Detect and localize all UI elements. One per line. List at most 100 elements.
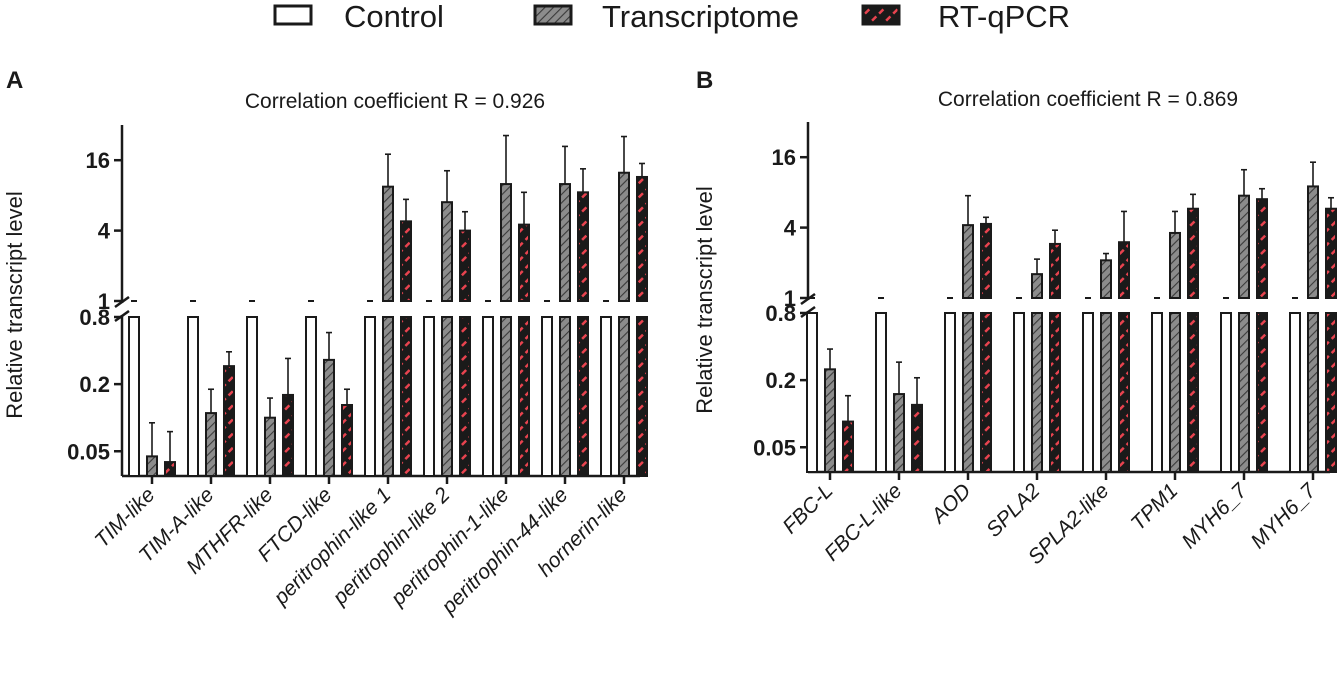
panel-a-bar-transcriptome <box>441 201 453 302</box>
panel-a-bar-control <box>364 316 376 477</box>
panel-b-ytick-label: 4 <box>784 216 797 241</box>
panel-b-bar-rtqpcr <box>1187 312 1199 473</box>
panel-b-bar-control <box>806 312 818 473</box>
panel-a-bar-transcriptome <box>559 316 571 477</box>
panel-b-title: Correlation coefficient R = 0.869 <box>938 88 1238 111</box>
panel-b-bar-transcriptome <box>1031 273 1043 299</box>
panel-a-bar-control <box>128 316 140 477</box>
legend-item-rtqpcr: RT-qPCR <box>861 0 1070 34</box>
panel-a-ytick-label: 4 <box>98 219 111 244</box>
panel-a-bar-transcriptome <box>323 358 335 477</box>
panel-b-bar-rtqpcr <box>1118 312 1130 473</box>
panel-a-bar-transcriptome <box>618 171 630 302</box>
panel-a-bar-control <box>187 316 199 477</box>
panel-b-xtick-label: MYH6_7 <box>1177 478 1252 553</box>
panel-a-bar-control <box>423 316 435 477</box>
panel-a-bar-rtqpcr <box>636 175 648 302</box>
panel-b-bar-transcriptome <box>824 368 836 473</box>
panel-b-bar-transcriptome <box>1100 312 1112 473</box>
panel-b-ytick-label: 0.05 <box>753 435 796 460</box>
panel-b-xtick-label: AOD <box>926 479 976 529</box>
panel-a-ytick-label: 0.05 <box>67 439 110 464</box>
panel-b-bar-rtqpcr <box>1325 207 1337 299</box>
panel-b-bar-control <box>1082 312 1094 473</box>
panel-b-bar-transcriptome <box>1307 185 1319 299</box>
panel-a-bar-control <box>541 316 553 477</box>
panel-a-ytick-label: 1 <box>98 289 110 314</box>
panel-b-ytick-label: 16 <box>772 145 796 170</box>
panel-a-bar-transcriptome <box>264 416 276 478</box>
panel-a-bar-rtqpcr <box>341 403 353 478</box>
panel-b-xtick-label: MYH6_7 <box>1246 478 1321 553</box>
legend: Control Transcriptome RT-qPCR <box>273 0 1070 34</box>
panel-b-bar-control <box>1289 312 1301 473</box>
panel-a-bar-transcriptome <box>205 412 217 478</box>
panel-b-bar-control <box>1013 312 1025 473</box>
panel-a-bar-control <box>246 316 258 477</box>
panel-a-bar-rtqpcr <box>400 316 412 477</box>
panel-b-xtick-label: TPM1 <box>1127 479 1183 535</box>
panel-a-letter: A <box>6 67 23 94</box>
panel-a-bar-rtqpcr <box>636 316 648 477</box>
panel-b-bar-transcriptome <box>1307 312 1319 473</box>
panel-a-bar-transcriptome <box>441 316 453 477</box>
panel-b-bar-control <box>875 312 887 473</box>
panel-b-bar-rtqpcr <box>1256 198 1268 299</box>
panel-a-bar-rtqpcr <box>400 220 412 302</box>
panel-b-bar-rtqpcr <box>1256 312 1268 473</box>
legend-swatch-rtqpcr <box>861 4 901 26</box>
panel-a-bar-transcriptome <box>382 316 394 477</box>
panel-b: B Correlation coefficient R = 0.869 Relati… <box>692 67 1337 569</box>
panel-a: A Correlation coefficient R = 0.926 Relati… <box>2 67 648 619</box>
legend-swatch-transcriptome <box>533 4 573 26</box>
panel-a-bar-control <box>305 316 317 477</box>
legend-label-transcriptome: Transcriptome <box>602 0 799 34</box>
panel-b-bar-rtqpcr <box>980 312 992 473</box>
panel-a-bar-transcriptome <box>618 316 630 477</box>
panel-b-bar-transcriptome <box>1238 194 1250 299</box>
panel-a-bar-rtqpcr <box>577 316 589 477</box>
panel-b-bar-rtqpcr <box>980 222 992 299</box>
panel-a-bar-transcriptome <box>500 183 512 302</box>
panel-b-bar-transcriptome <box>1031 312 1043 473</box>
panel-b-xtick-label: FBC-L <box>778 479 837 538</box>
panel-a-bar-transcriptome <box>146 455 158 477</box>
legend-label-rtqpcr: RT-qPCR <box>938 0 1070 34</box>
panel-b-bar-rtqpcr <box>1325 312 1337 473</box>
panel-a-bar-rtqpcr <box>164 461 176 478</box>
panel-a-bar-rtqpcr <box>518 223 530 302</box>
panel-b-bar-rtqpcr <box>842 420 854 473</box>
panel-b-ytick-label: 0.2 <box>765 368 796 393</box>
panel-b-bar-transcriptome <box>962 312 974 473</box>
panel-a-bar-rtqpcr <box>518 316 530 477</box>
panel-b-bar-rtqpcr <box>1118 241 1130 299</box>
panel-b-bar-transcriptome <box>1100 259 1112 299</box>
panel-b-ylabel: Relative transcript level <box>692 186 717 413</box>
panel-b-xtick-label: SPLA2 <box>982 479 1045 542</box>
panel-a-bar-transcriptome <box>559 183 571 302</box>
panel-b-bar-rtqpcr <box>911 403 923 473</box>
panel-a-bar-rtqpcr <box>459 316 471 477</box>
panel-b-bar-transcriptome <box>1238 312 1250 473</box>
panel-a-ylabel: Relative transcript level <box>2 191 27 418</box>
legend-item-transcriptome: Transcriptome <box>533 0 799 34</box>
panel-a-ytick-label: 0.2 <box>79 372 110 397</box>
panel-b-bar-rtqpcr <box>1049 242 1061 299</box>
panel-b-bar-rtqpcr <box>1187 207 1199 299</box>
panel-b-bar-transcriptome <box>1169 312 1181 473</box>
panel-a-title: Correlation coefficient R = 0.926 <box>245 90 545 113</box>
legend-label-control: Control <box>344 0 444 34</box>
panel-b-bar-transcriptome <box>893 393 905 474</box>
panel-a-bar-rtqpcr <box>223 365 235 478</box>
panel-a-ytick-label: 0.8 <box>79 305 110 330</box>
panel-b-bar-control <box>944 312 956 473</box>
panel-a-ytick-label: 16 <box>86 148 110 173</box>
panel-b-ytick-label: 0.8 <box>765 301 796 326</box>
panel-b-bar-control <box>1151 312 1163 473</box>
panel-a-bar-control <box>482 316 494 477</box>
panel-a-bar-transcriptome <box>382 185 394 303</box>
panel-b-letter: B <box>696 67 713 94</box>
panel-b-bar-transcriptome <box>962 224 974 299</box>
legend-swatch-control <box>273 4 313 26</box>
